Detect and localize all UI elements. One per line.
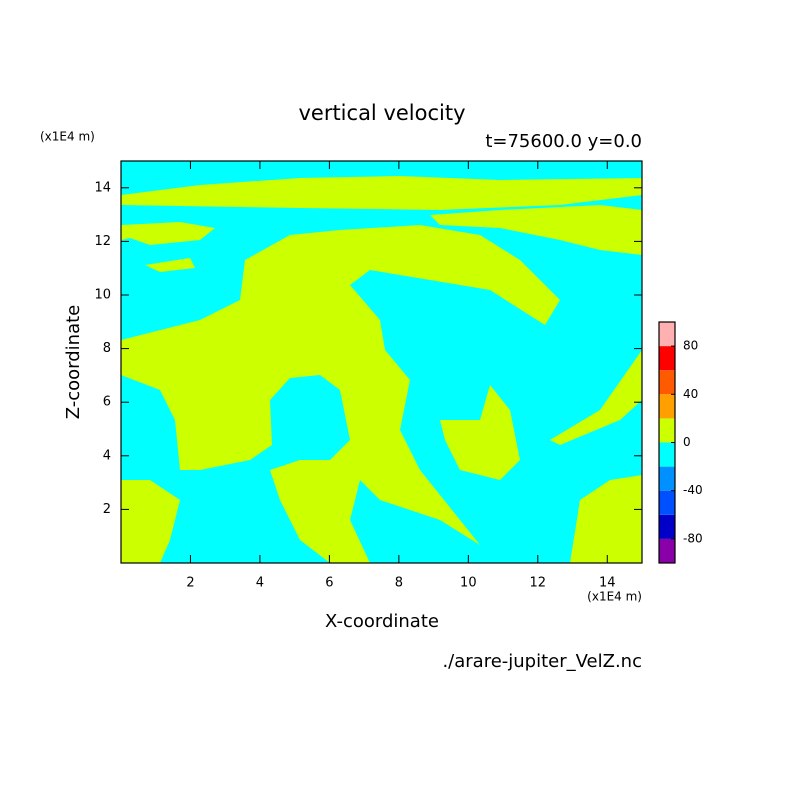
colorbar-tick-label: 0 [683,435,691,449]
y-tick-label: 2 [103,502,111,517]
colorbar-bin [659,538,675,563]
colorbar-bin [659,442,675,467]
colorbar-bin [659,514,675,539]
colorbar-bin [659,394,675,419]
colorbar-bin [659,370,675,395]
x-tick-label: 4 [256,576,264,591]
positive-region [440,385,520,480]
colorbar-tick-label: 40 [683,387,698,401]
y-axis-label: Z-coordinate [63,305,84,420]
colorbar-bin [659,346,675,371]
colorbar-bin [659,466,675,491]
colorbar-tick-label: -40 [683,483,703,497]
positive-region [430,205,642,255]
y-tick-label: 12 [94,234,111,249]
positive-region [121,222,215,245]
positive-region [121,480,180,563]
x-tick-label: 8 [395,576,403,591]
x-tick-label: 12 [530,576,547,591]
colorbar-tick-label: 80 [683,339,698,353]
contour-field [121,161,642,563]
positive-region [145,258,195,272]
x-tick-label: 6 [325,576,333,591]
subtitle: t=75600.0 y=0.0 [485,131,642,152]
chart-title: vertical velocity [298,101,465,125]
x-unit: (x1E4 m) [587,590,642,604]
source-file: ./arare-jupiter_VelZ.nc [442,651,642,672]
y-tick-label: 6 [103,395,111,410]
y-tick-label: 10 [94,288,111,303]
positive-region [570,475,642,563]
positive-region [550,350,642,445]
y-tick-label: 8 [103,341,111,356]
colorbar-bin [659,322,675,347]
colorbar-bin [659,490,675,515]
positive-region [121,176,642,210]
colorbar-bin [659,418,675,443]
y-tick-label: 14 [94,180,111,195]
x-axis-label: X-coordinate [325,611,439,632]
y-tick-label: 4 [103,448,111,463]
colorbar-tick-label: -80 [683,531,703,545]
positive-region [121,225,560,563]
x-tick-label: 10 [460,576,477,591]
x-tick-label: 2 [186,576,194,591]
colorbar-frame [658,321,676,564]
plot-frame [120,160,643,564]
x-tick-label: 14 [599,576,616,591]
y-unit: (x1E4 m) [40,130,95,144]
